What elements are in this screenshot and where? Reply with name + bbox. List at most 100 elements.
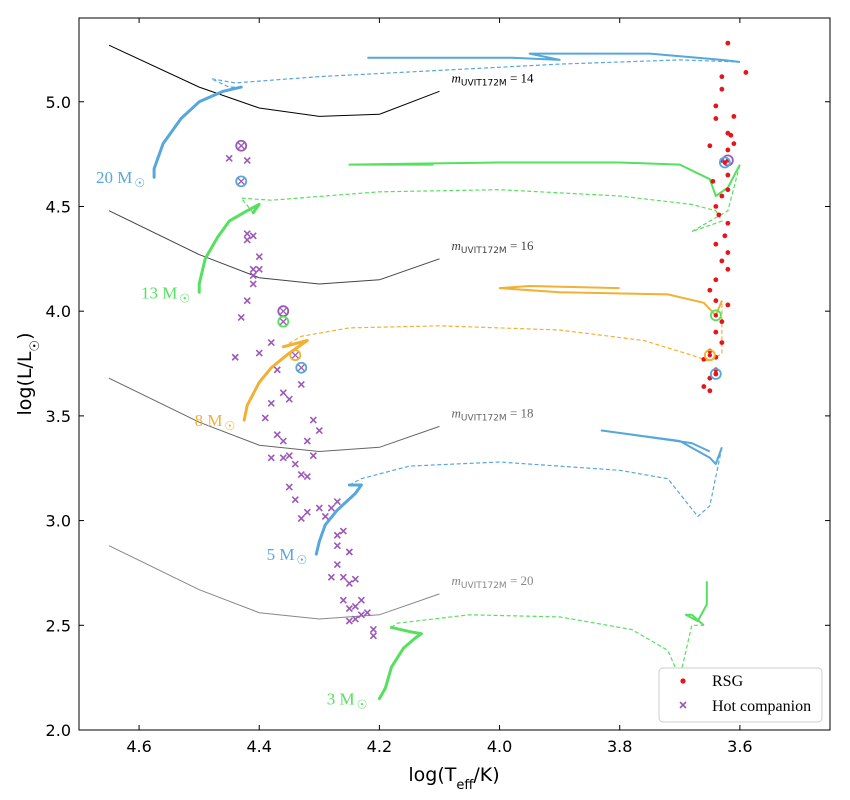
rsg-point xyxy=(716,212,722,218)
plot-area xyxy=(78,17,831,731)
highlighted-rsg xyxy=(713,313,719,318)
hot-companion-point xyxy=(303,508,311,516)
hot-companion-point xyxy=(273,366,281,374)
hot-companion-point xyxy=(255,265,263,273)
highlighted-rsg xyxy=(713,371,719,377)
magnitude-limit-curve xyxy=(108,377,440,453)
rsg-point xyxy=(725,302,731,308)
legend: RSG Hot companion xyxy=(658,667,823,723)
track-crossing xyxy=(391,614,704,680)
highlighted-hot-companion xyxy=(279,307,287,315)
hot-companion-point xyxy=(225,154,233,162)
track-main-sequence xyxy=(242,339,309,422)
hot-companion-point xyxy=(351,575,359,583)
hot-companion-point xyxy=(339,527,347,535)
rsg-point xyxy=(713,204,719,209)
rsg-point xyxy=(707,287,713,293)
y-tick-label: 2.5 xyxy=(46,616,71,635)
hot-companion-point xyxy=(249,272,257,280)
track-crossing xyxy=(239,164,741,233)
y-tick-label: 2.0 xyxy=(46,721,71,740)
rsg-point xyxy=(713,277,719,283)
rsg-point xyxy=(725,147,731,153)
hot-companion-point xyxy=(333,531,341,539)
highlighted-hot-companion xyxy=(297,364,305,372)
hot-companion-point xyxy=(303,437,311,445)
x-axis-title: log(Teff/K) xyxy=(408,764,499,793)
hot-companion-point xyxy=(249,265,257,273)
y-tick-label: 4.0 xyxy=(46,302,71,321)
highlighted-hot-companion xyxy=(279,318,287,326)
rsg-point xyxy=(710,178,716,184)
rsg-point xyxy=(725,250,731,255)
hot-companion-point xyxy=(321,512,329,520)
hot-companion-point xyxy=(285,483,293,491)
track-crossing xyxy=(282,300,723,363)
rsg-point xyxy=(725,187,731,193)
x-tick-label: 4.4 xyxy=(247,737,272,756)
rsg-point xyxy=(719,74,725,80)
rsg-point xyxy=(707,143,713,149)
hot-companion-point xyxy=(339,573,347,581)
hot-companion-point xyxy=(333,498,341,506)
hot-companion-point xyxy=(291,496,299,504)
rsg-point xyxy=(713,103,719,109)
hot-companion-point xyxy=(363,609,371,617)
highlight-ring xyxy=(703,349,716,362)
rsg-point xyxy=(725,266,731,272)
track-main-sequence xyxy=(152,85,243,179)
x-tick-label: 4.2 xyxy=(367,737,392,756)
highlighted-hot-companion xyxy=(237,142,245,150)
rsg-point xyxy=(713,298,719,304)
hot-companion-point xyxy=(315,426,323,435)
hot-companion-point xyxy=(357,596,365,604)
legend-box xyxy=(658,667,823,723)
hot-companion-point xyxy=(231,353,239,361)
rsg-point xyxy=(719,340,725,345)
x-tick-label: 4.6 xyxy=(126,737,151,756)
highlight-ring xyxy=(289,349,302,362)
hot-companion-point xyxy=(297,514,305,523)
hot-companion-point xyxy=(345,548,353,556)
rsg-point xyxy=(743,70,749,75)
hot-companion-point xyxy=(279,389,287,397)
hot-companion-point xyxy=(369,632,377,640)
highlighted-hot-companion xyxy=(291,351,299,359)
rsg-point xyxy=(713,329,719,335)
rsg-point xyxy=(731,141,737,147)
hot-companion-point xyxy=(345,604,353,613)
hot-companion-point xyxy=(315,504,323,512)
rsg-point xyxy=(713,116,719,121)
hot-companion-point xyxy=(243,297,251,305)
rsg-point xyxy=(719,319,725,325)
hot-companion-point xyxy=(243,230,251,238)
axis-ticks: 4.6 4.4 4.2 4.0 3.8 3.6 2.0 2.5 3.0 3.5 4.0 4.5 5.0 xyxy=(46,18,830,756)
hot-companion-point xyxy=(369,625,377,634)
rsg-point xyxy=(707,388,713,394)
hot-companion-point xyxy=(291,460,299,468)
hot-companion-point xyxy=(249,280,257,288)
magnitude-limit-curve xyxy=(108,210,440,285)
hot-companion-point xyxy=(333,560,341,569)
hot-companion-point xyxy=(357,611,365,619)
highlight-ring xyxy=(709,368,722,380)
x-tick-label: 3.6 xyxy=(727,737,752,756)
hot-companion-point xyxy=(243,156,251,164)
rsg-point xyxy=(728,132,734,138)
hot-companion-point xyxy=(279,437,287,445)
track-main-sequence xyxy=(377,625,423,701)
hot-companion-point xyxy=(309,416,317,424)
data-points xyxy=(225,40,749,640)
hot-companion-point xyxy=(351,602,359,611)
highlighted-rsg xyxy=(707,352,713,358)
magnitude-limit-label: mUVIT172M = 14 xyxy=(451,70,534,88)
highlight-ring xyxy=(235,175,248,188)
track-giant-branch xyxy=(498,285,723,317)
hot-companion-point xyxy=(345,617,353,625)
rsg-point xyxy=(725,40,731,46)
hot-companion-point xyxy=(249,232,257,240)
rsg-point xyxy=(731,114,737,119)
hot-companion-point xyxy=(255,349,263,357)
hot-companion-point xyxy=(279,454,287,462)
